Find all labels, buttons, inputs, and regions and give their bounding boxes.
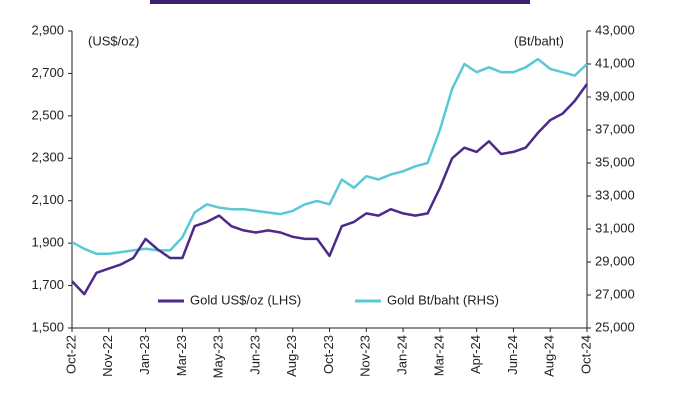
x-tick-label: Jan-23 (137, 335, 152, 375)
x-tick-label: Apr-24 (468, 335, 483, 374)
x-tick-label: Oct-22 (63, 335, 78, 374)
x-tick-label: Mar-23 (174, 335, 189, 376)
x-tick-label: Oct-23 (321, 335, 336, 374)
y2-tick-label: 35,000 (595, 154, 635, 169)
y-tick-label: 2,100 (31, 192, 64, 207)
legend-box (154, 292, 324, 310)
y-tick-label: 2,700 (31, 65, 64, 80)
x-tick-label: Jun-24 (505, 335, 520, 375)
x-tick-label: Mar-24 (431, 335, 446, 376)
x-tick-label: Nov-22 (100, 335, 115, 377)
y-tick-label: 1,700 (31, 277, 64, 292)
y2-tick-label: 29,000 (595, 253, 635, 268)
y-tick-label: 1,500 (31, 319, 64, 334)
y-tick-label: 2,500 (31, 107, 64, 122)
legend-label: Gold US$/oz (LHS) (190, 292, 301, 307)
y2-tick-label: 27,000 (595, 286, 635, 301)
y2-tick-label: 31,000 (595, 220, 635, 235)
x-tick-label: Jan-24 (395, 335, 410, 375)
legend-box (351, 292, 531, 310)
x-tick-label: Jun-23 (247, 335, 262, 375)
y2-tick-label: 41,000 (595, 55, 635, 70)
y2-axis-label: (Bt/baht) (514, 33, 564, 48)
y-tick-label: 1,900 (31, 235, 64, 250)
y2-tick-label: 33,000 (595, 187, 635, 202)
series-line (71, 57, 588, 256)
y-axis-label: (US$/oz) (88, 33, 139, 48)
y2-tick-label: 39,000 (595, 88, 635, 103)
x-tick-label: Aug-24 (542, 335, 557, 377)
y-tick-label: 2,300 (31, 150, 64, 165)
x-tick-label: Nov-23 (358, 335, 373, 377)
legend-label: Gold Bt/baht (RHS) (387, 292, 499, 307)
series-line (71, 83, 589, 296)
title-bar (150, 0, 530, 4)
y2-tick-label: 43,000 (595, 22, 635, 37)
x-tick-label: May-23 (211, 335, 226, 378)
y-tick-label: 2,900 (31, 22, 64, 37)
x-tick-label: Oct-24 (578, 335, 593, 374)
y2-tick-label: 37,000 (595, 121, 635, 136)
x-tick-label: Aug-23 (284, 335, 299, 377)
y2-tick-label: 25,000 (595, 319, 635, 334)
